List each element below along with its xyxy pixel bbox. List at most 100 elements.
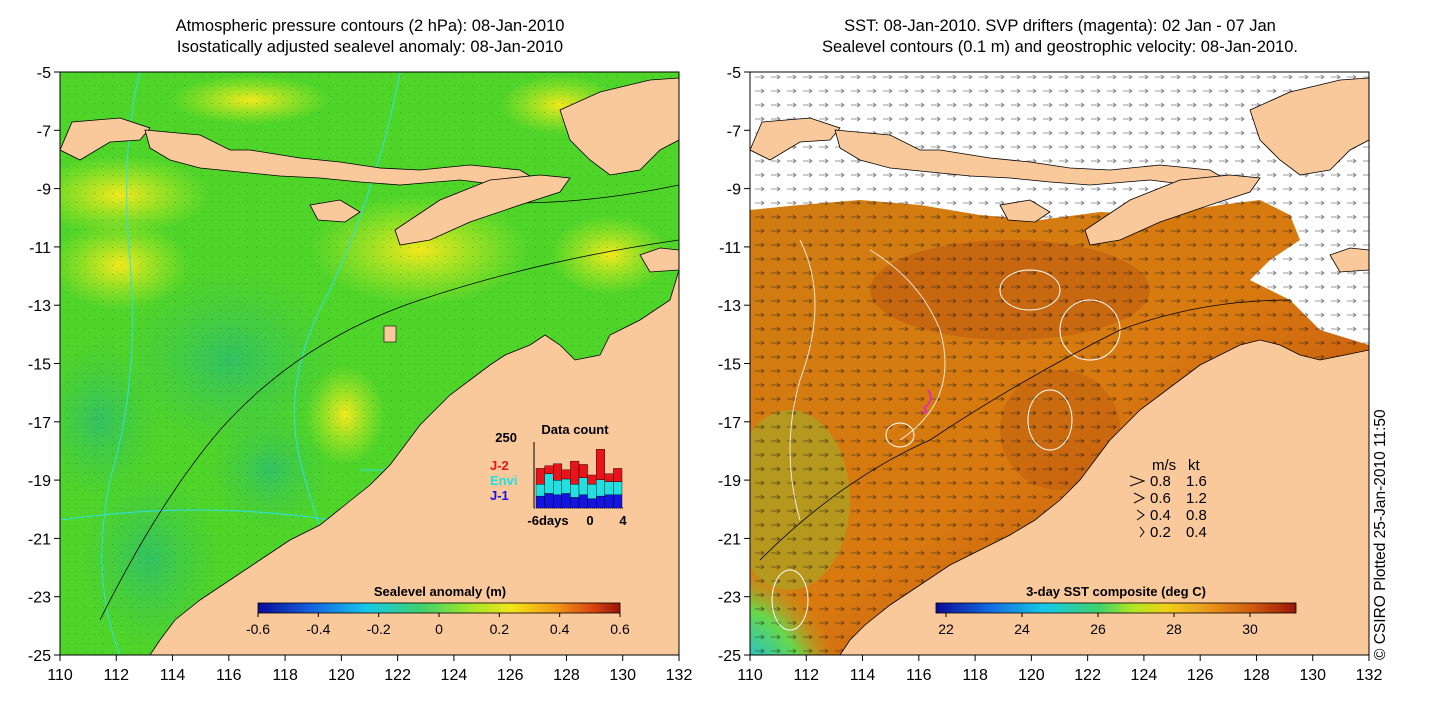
- right-y-tick-label: -7: [727, 123, 741, 140]
- sst-colorbar-ticks: 22 24 26 28 30: [938, 613, 1258, 637]
- left-x-tick-label: 128: [553, 667, 580, 684]
- colorbar-tick-label: 0.4: [550, 621, 570, 637]
- inset-bar-j2: [535, 468, 545, 485]
- right-x-tick-label: 128: [1243, 667, 1270, 684]
- velocity-header-kt: kt: [1188, 457, 1201, 474]
- colorbar-tick-label: 0: [435, 621, 443, 637]
- inset-bar-j2: [587, 474, 597, 485]
- inset-bar-envi: [596, 479, 606, 497]
- right-title-line1: SST: 08-Jan-2010. SVP drifters (magenta)…: [844, 17, 1276, 35]
- inset-bar-j2: [613, 468, 623, 482]
- right-x-tick-label: 132: [1356, 667, 1383, 684]
- inset-bar-j2: [596, 449, 606, 480]
- inset-legend-j1: J-1: [490, 488, 509, 503]
- left-map-title: Atmospheric pressure contours (2 hPa): 0…: [60, 16, 680, 58]
- inset-bars: [535, 449, 623, 509]
- inset-legend-envi: Envi: [490, 473, 517, 488]
- colorbar-tick-label: 0.2: [490, 621, 510, 637]
- colorbar-tick-label: 30: [1242, 621, 1258, 637]
- left-x-tick-label: 114: [160, 667, 186, 684]
- inset-bar-j2: [578, 464, 588, 478]
- right-y-tick-label: -15: [718, 357, 741, 374]
- sst-map: [750, 72, 1369, 655]
- inset-bar-j2: [570, 460, 580, 485]
- left-y-tick-label: -15: [28, 357, 51, 374]
- inset-bar-envi: [544, 473, 554, 494]
- left-y-tick-label: -25: [28, 648, 51, 665]
- colorbar-tick-label: -0.2: [367, 621, 391, 637]
- right-x-tick-label: 112: [794, 667, 820, 684]
- velocity-legend: m/s kt 0.8 1.60.6 1.20.4 0.80.2 0.4: [1129, 457, 1207, 541]
- colorbar-tick-label: 26: [1090, 621, 1106, 637]
- sealevel-anomaly-map: [60, 72, 679, 655]
- inset-bar-envi: [613, 481, 623, 496]
- inset-x-labels: -6days 0 4: [527, 513, 627, 528]
- inset-bar-j2: [561, 469, 571, 480]
- left-title-line2: Isostatically adjusted sealevel anomaly:…: [176, 38, 564, 56]
- inset-bar-j1: [587, 498, 597, 509]
- velocity-ms-value: 0.6: [1150, 490, 1171, 507]
- right-y-tick-label: -19: [718, 473, 741, 490]
- velocity-arrow-icon: [1129, 475, 1146, 487]
- velocity-kt-value: 0.4: [1186, 524, 1207, 541]
- left-x-tick-label: 124: [441, 667, 468, 684]
- right-y-tick-label: -9: [727, 182, 741, 199]
- inset-bar-j1: [535, 495, 545, 509]
- inset-bar-j1: [604, 494, 614, 509]
- right-x-tick-label: 110: [737, 667, 763, 684]
- inset-bar-envi: [561, 478, 571, 494]
- left-x-tick-label: 122: [384, 667, 411, 684]
- left-y-tick-label: -23: [28, 590, 51, 607]
- left-y-tick-label: -7: [37, 123, 51, 140]
- right-y-tick-label: -11: [719, 240, 741, 257]
- velocity-kt-value: 1.2: [1186, 490, 1207, 507]
- right-x-tick-label: 118: [962, 667, 988, 684]
- right-title-line2: Sealevel contours (0.1 m) and geostrophi…: [821, 38, 1298, 56]
- sealevel-colorbar-ticks: -0.6 -0.4 -0.2 0 0.2 0.4 0.6: [246, 613, 630, 637]
- inset-bar-j2: [553, 463, 563, 481]
- inset-bar-envi: [604, 481, 614, 496]
- velocity-ms-value: 0.2: [1150, 524, 1171, 541]
- velocity-ms-value: 0.8: [1150, 473, 1171, 490]
- right-y-tick-label: -13: [718, 298, 741, 315]
- inset-ymax-label: 250: [495, 430, 517, 445]
- inset-bar-j1: [596, 495, 606, 509]
- inset-bar-j2: [544, 465, 554, 474]
- left-x-tick-label: 132: [666, 667, 693, 684]
- inset-bar-envi: [535, 484, 545, 497]
- right-map-title: SST: 08-Jan-2010. SVP drifters (magenta)…: [750, 16, 1370, 58]
- left-x-tick-label: 110: [47, 667, 73, 684]
- inset-bar-j1: [613, 494, 623, 509]
- inset-bar-envi: [587, 484, 597, 499]
- velocity-arrow-icon: [1136, 509, 1145, 521]
- inset-bar-j1: [570, 497, 580, 509]
- colorbar-tick-label: -0.4: [306, 621, 330, 637]
- colorbar-tick-label: 0.6: [610, 621, 630, 637]
- inset-x-label: -6days: [527, 513, 568, 528]
- inset-x-label: 4: [619, 513, 627, 528]
- credit-text: © CSIRO Plotted 25-Jan-2010 11:50: [1372, 409, 1389, 660]
- right-y-tick-label: -25: [718, 648, 741, 665]
- right-x-tick-label: 130: [1299, 667, 1326, 684]
- right-x-tick-label: 116: [906, 667, 932, 684]
- right-y-tick-label: -23: [718, 590, 741, 607]
- inset-bar-envi: [570, 484, 580, 498]
- left-x-tick-label: 126: [497, 667, 524, 684]
- right-y-tick-label: -17: [718, 415, 741, 432]
- left-x-tick-label: 112: [104, 667, 130, 684]
- left-y-tick-label: -19: [28, 473, 51, 490]
- velocity-ms-value: 0.4: [1150, 507, 1171, 524]
- sst-colorbar-label: 3-day SST composite (deg C): [1026, 584, 1206, 599]
- left-x-tick-label: 116: [216, 667, 242, 684]
- velocity-arrow-icon: [1133, 492, 1146, 504]
- colorbar-tick-label: 24: [1014, 621, 1030, 637]
- velocity-kt-value: 1.6: [1186, 473, 1207, 490]
- left-title-line1: Atmospheric pressure contours (2 hPa): 0…: [175, 17, 565, 35]
- inset-title: Data count: [541, 422, 609, 437]
- inset-bar-j2: [604, 473, 614, 482]
- inset-x-label: 0: [586, 513, 593, 528]
- colorbar-tick-label: 22: [938, 621, 954, 637]
- drifter-track: [921, 389, 932, 414]
- inset-bar-j1: [544, 493, 554, 509]
